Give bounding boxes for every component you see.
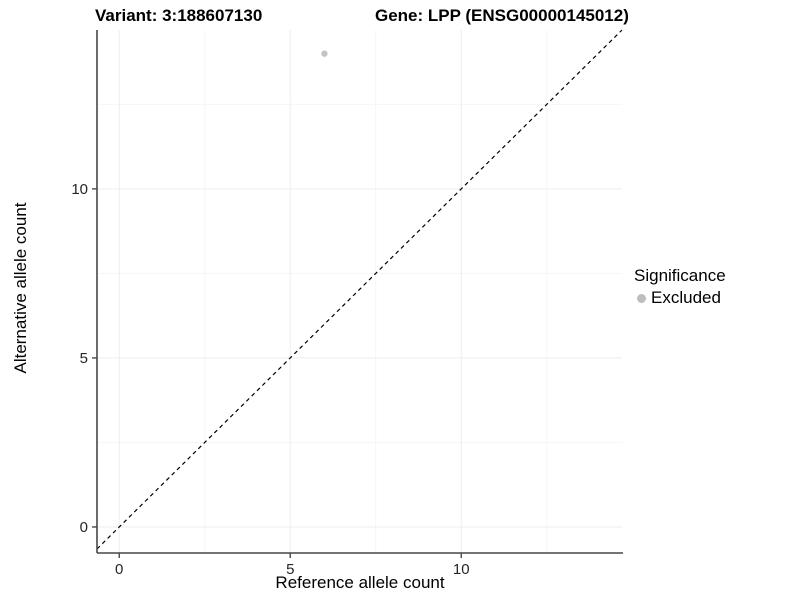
- x-tick-label: 0: [115, 561, 123, 578]
- identity-dashed-line: [96, 29, 623, 550]
- legend-title: Significance: [634, 266, 726, 285]
- x-axis-title: Reference allele count: [275, 573, 445, 592]
- legend: Significance Excluded: [634, 266, 726, 308]
- legend-point-icon: [637, 293, 646, 303]
- plot-title-gene: Gene: LPP (ENSG00000145012): [375, 6, 629, 25]
- data-point: [321, 50, 328, 57]
- x-tick-label: 5: [286, 561, 294, 578]
- y-tick-label: 5: [80, 350, 88, 367]
- y-tick-label: 0: [80, 519, 88, 536]
- y-tick-label: 10: [71, 181, 88, 198]
- y-axis-title: Alternative allele count: [11, 202, 30, 374]
- legend-item-label: Excluded: [651, 288, 721, 307]
- x-tick-label: 10: [453, 561, 470, 578]
- legend-item-excluded: Excluded: [634, 288, 726, 308]
- plot-title-variant: Variant: 3:188607130: [95, 6, 263, 25]
